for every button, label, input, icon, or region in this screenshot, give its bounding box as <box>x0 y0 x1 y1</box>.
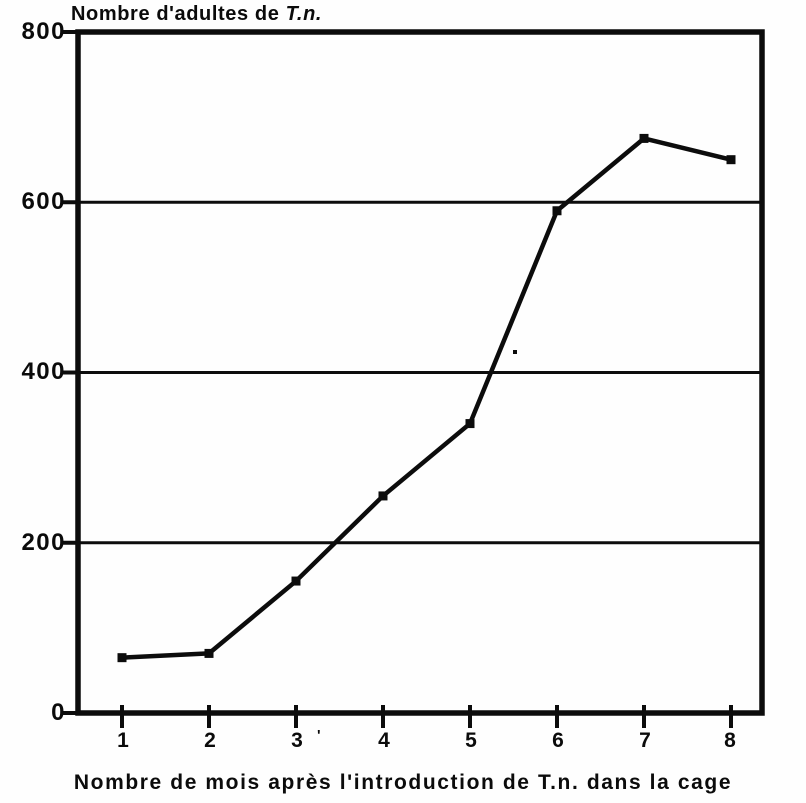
data-point-1 <box>117 653 127 663</box>
chart-title-species: T.n. <box>285 3 323 25</box>
y-tick-label-200: 200 <box>21 529 66 556</box>
x-tick-label-4: 4 <box>378 729 390 752</box>
chart-title: Nombre d'adultes de T.n. <box>71 3 322 26</box>
chart-title-text: Nombre d'adultes de <box>71 3 286 25</box>
y-tick-label-0: 0 <box>51 699 66 726</box>
x-tick-label-6: 6 <box>552 729 564 752</box>
data-point-5 <box>465 419 475 429</box>
x-tick-label-7: 7 <box>639 729 651 752</box>
data-point-4 <box>378 491 388 501</box>
x-tick-label-3: 3 <box>291 729 303 752</box>
data-point-2 <box>204 648 214 658</box>
data-point-6 <box>552 206 562 216</box>
scan-speck <box>513 350 517 354</box>
y-tick-label-600: 600 <box>21 188 66 215</box>
scan-artifact: ' <box>317 727 321 744</box>
x-tick-label-5: 5 <box>465 729 477 752</box>
y-tick-label-400: 400 <box>21 358 66 385</box>
x-axis-title: Nombre de mois après l'introduction de T… <box>73 771 733 794</box>
data-line <box>119 136 734 660</box>
data-point-7 <box>639 133 649 143</box>
y-tick-label-800: 800 <box>21 18 66 45</box>
x-tick-label-2: 2 <box>204 729 216 752</box>
x-tick-label-8: 8 <box>724 729 736 752</box>
data-point-3 <box>291 576 301 586</box>
x-tick-label-1: 1 <box>117 729 129 752</box>
data-point-8 <box>726 155 736 165</box>
